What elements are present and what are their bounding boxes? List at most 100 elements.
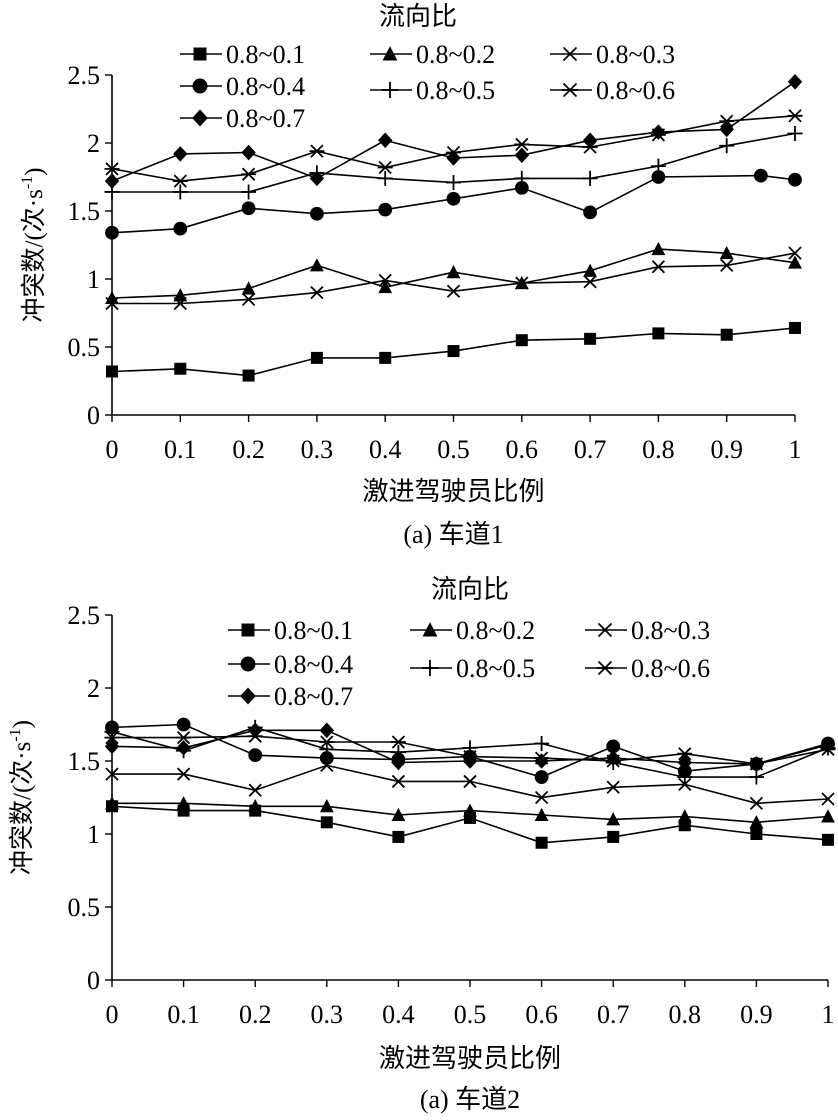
data-point <box>788 246 802 260</box>
data-point <box>378 132 393 149</box>
data-point <box>310 351 323 364</box>
data-point <box>463 803 477 817</box>
data-point-shape <box>651 170 666 184</box>
data-point <box>241 184 257 200</box>
data-point <box>320 816 333 829</box>
data-point <box>821 792 835 806</box>
data-point <box>462 740 478 756</box>
data-point-shape <box>582 132 598 149</box>
legend-entry: 0.8~0.2 <box>370 40 495 69</box>
data-point-shape <box>176 796 191 810</box>
data-point <box>310 285 324 300</box>
series-square <box>106 321 801 382</box>
data-point-shape <box>173 221 188 236</box>
data-point-shape <box>105 225 119 240</box>
legend-marker-x <box>597 622 613 638</box>
legend-marker-diamond-shape <box>192 109 208 127</box>
data-point-shape <box>391 754 406 771</box>
y-axis-label-sup: -1 <box>7 728 24 741</box>
data-point-shape <box>310 351 323 364</box>
data-point-shape <box>447 345 460 358</box>
data-point <box>391 774 406 789</box>
data-point <box>173 221 188 236</box>
data-point-shape <box>173 146 188 162</box>
data-point-shape <box>787 125 803 141</box>
x-tick-label: 0.7 <box>574 435 607 464</box>
legend-marker-plus <box>421 659 439 677</box>
data-point-shape <box>515 276 529 290</box>
data-point <box>310 258 324 272</box>
data-point-shape <box>821 792 835 806</box>
legend-marker-x-shape <box>597 622 613 638</box>
x-tick-label: 1 <box>822 1000 835 1029</box>
data-point-shape <box>241 144 256 161</box>
chart-1: 0 0.5 1 1.5 2 2.5 0 0.1 0.2 0.3 0.4 0.5 0.6 0.7 0.8 0.9… <box>19 2 803 549</box>
legend-label: 0.8~0.7 <box>274 682 353 711</box>
data-point-shape <box>514 147 529 164</box>
legend-label: 0.8~0.3 <box>596 40 675 69</box>
x-tick-label: 1 <box>789 435 802 464</box>
data-point-shape <box>607 830 620 843</box>
data-point-shape <box>319 799 334 813</box>
data-point <box>749 815 764 829</box>
legend-entry: 0.8~0.4 <box>228 650 353 679</box>
data-point-shape <box>534 790 549 805</box>
data-point-shape <box>462 740 478 756</box>
data-point-shape <box>391 807 406 822</box>
data-point-shape <box>104 162 120 176</box>
data-point <box>172 174 188 188</box>
data-point <box>651 260 666 274</box>
data-point <box>677 747 693 761</box>
data-point <box>651 170 666 184</box>
y-tick-label: 1 <box>87 265 100 294</box>
data-point-shape <box>534 807 549 822</box>
y-tick-label: 2.5 <box>68 601 101 630</box>
data-point-shape <box>173 288 188 302</box>
data-point <box>378 279 393 294</box>
data-point-shape <box>749 815 764 829</box>
data-point-shape <box>748 769 764 785</box>
data-point-shape <box>310 258 324 272</box>
data-point-shape <box>241 167 257 181</box>
data-point-shape <box>514 180 529 195</box>
legend-label: 0.8~0.1 <box>226 40 305 69</box>
x-tick-label: 0.4 <box>369 435 402 464</box>
data-point <box>514 147 529 164</box>
legend-entry: 0.8~0.4 <box>180 72 305 101</box>
data-point <box>534 735 550 751</box>
y-axis-label-close: ) <box>21 168 48 176</box>
y-axis-label-main: 冲突数/(次·s <box>8 742 36 875</box>
data-point <box>241 292 256 307</box>
data-point <box>377 160 393 175</box>
data-point-shape <box>820 737 836 753</box>
y-axis-label-main: 冲突数/(次·s <box>20 189 48 322</box>
data-point <box>720 328 733 341</box>
data-point-shape <box>514 170 530 186</box>
data-point-shape <box>677 809 692 823</box>
data-point-shape <box>391 774 406 789</box>
data-point <box>105 767 119 781</box>
legend-marker-triangle-shape <box>382 46 398 61</box>
legend-entry: 0.8~0.5 <box>370 76 495 105</box>
series-x <box>105 246 802 311</box>
data-point-shape <box>651 241 666 256</box>
data-point <box>446 150 461 166</box>
data-point-shape <box>606 739 621 754</box>
data-point-shape <box>176 767 191 781</box>
legend-label: 0.8~0.5 <box>456 654 535 683</box>
data-point-shape <box>104 731 120 745</box>
data-point-shape <box>446 174 461 190</box>
data-point-shape <box>174 362 187 375</box>
data-point <box>319 722 334 739</box>
data-point <box>248 748 263 763</box>
y-tick-label: 0.5 <box>68 893 101 922</box>
x-tick-label: 0.5 <box>454 1000 487 1029</box>
data-point-shape <box>677 769 693 785</box>
data-point-shape <box>248 748 263 763</box>
data-point-shape <box>173 296 187 311</box>
y-tick-label: 0.5 <box>68 333 101 362</box>
data-point <box>173 288 188 302</box>
data-point <box>248 783 262 797</box>
data-point <box>652 327 665 340</box>
data-point-shape <box>310 285 324 300</box>
